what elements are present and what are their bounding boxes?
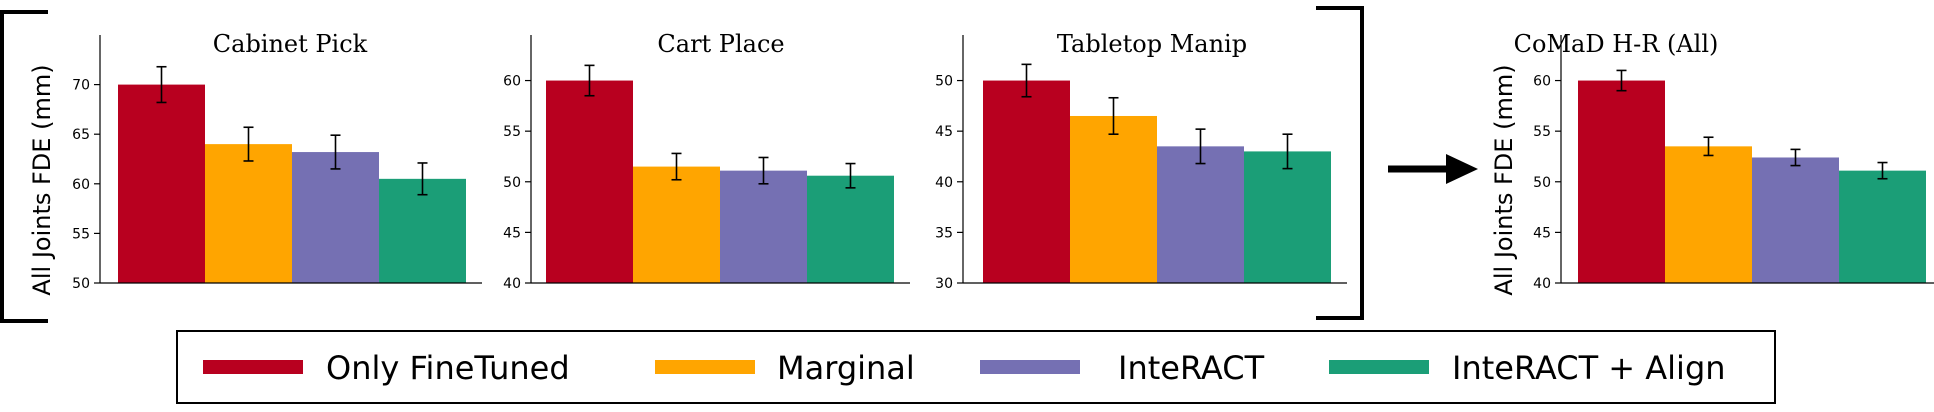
bar: [379, 178, 466, 283]
error-bar: [758, 156, 769, 185]
y-tick-label: 50: [935, 74, 953, 90]
panel-title: CoMaD H-R (All): [1514, 30, 1719, 58]
y-tick-label: 70: [72, 78, 90, 94]
y-tick-label: 40: [1533, 276, 1551, 292]
bar: [1578, 80, 1665, 283]
panel-cabinet-pick: Cabinet Pick 50 55 60 65 70: [72, 30, 482, 292]
bar: [292, 152, 379, 283]
y-tick-label: 60: [72, 177, 90, 193]
bar: [807, 175, 894, 283]
bar: [633, 166, 720, 283]
bar: [1665, 146, 1752, 283]
y-tick-label: 30: [935, 276, 953, 292]
panel-cart-place: Cart Place 40 45 50 55 60: [503, 30, 910, 292]
error-bar: [1021, 63, 1032, 98]
y-tick-label: 50: [1533, 175, 1551, 191]
y-axis-label: All Joints FDE (mm): [1490, 64, 1518, 295]
y-tick-label: 45: [935, 124, 953, 140]
bar: [983, 80, 1070, 283]
legend-swatch: [980, 360, 1080, 374]
y-tick-label: 45: [503, 225, 521, 241]
legend-swatch: [1329, 360, 1429, 374]
legend-item: Marginal: [655, 349, 915, 387]
y-tick-label: 50: [72, 276, 90, 292]
legend-swatch: [655, 360, 755, 374]
bar: [1839, 170, 1926, 283]
y-tick-label: 55: [503, 124, 521, 140]
y-tick-label: 45: [1533, 225, 1551, 241]
bar: [205, 144, 292, 283]
y-tick-label: 55: [1533, 124, 1551, 140]
bar: [720, 170, 807, 283]
panel-title: Cart Place: [657, 30, 784, 58]
y-tick-label: 55: [72, 226, 90, 242]
error-bar: [845, 162, 856, 189]
bar: [1157, 146, 1244, 283]
error-bar: [584, 64, 595, 97]
error-bar: [1282, 133, 1293, 170]
error-bar: [1195, 128, 1206, 165]
error-bar: [671, 152, 682, 181]
y-tick-label: 35: [935, 225, 953, 241]
error-bar: [156, 65, 167, 104]
left-bracket: [0, 10, 48, 323]
right-bracket: [1316, 6, 1364, 320]
panel-comad-hr-all: CoMaD H-R (All) 40 45 50 55 60: [1514, 30, 1934, 292]
error-bar: [1877, 161, 1888, 180]
legend-label: InteRACT: [1118, 349, 1265, 387]
bar: [1752, 157, 1839, 283]
y-tick-label: 40: [503, 276, 521, 292]
y-tick-label: 50: [503, 175, 521, 191]
error-bar: [1790, 148, 1801, 167]
error-bar: [1108, 96, 1119, 135]
panel-title: Tabletop Manip: [1057, 30, 1247, 58]
error-bar: [417, 162, 428, 196]
legend: Only FineTuned Marginal InteRACT InteRAC…: [176, 330, 1776, 404]
panel-title: Cabinet Pick: [213, 30, 368, 58]
error-bar: [1703, 136, 1714, 157]
legend-item: InteRACT + Align: [1329, 349, 1726, 387]
legend-item: InteRACT: [980, 349, 1265, 387]
legend-label: InteRACT + Align: [1452, 349, 1726, 387]
legend-label: Marginal: [777, 349, 915, 387]
bar: [546, 80, 633, 283]
legend-swatch: [203, 360, 303, 374]
panel-tabletop-manip: Tabletop Manip 30 35 40 45 50: [935, 30, 1347, 292]
legend-label: Only FineTuned: [326, 349, 570, 387]
legend-frame: [176, 330, 1776, 404]
y-tick-label: 60: [503, 74, 521, 90]
y-tick-label: 40: [935, 175, 953, 191]
bar: [1070, 115, 1157, 284]
y-tick-label: 60: [1533, 74, 1551, 90]
error-bar: [330, 134, 341, 170]
bar: [118, 84, 205, 283]
error-bar: [243, 126, 254, 162]
arrow-icon: [1388, 154, 1478, 184]
legend-item: Only FineTuned: [203, 349, 570, 387]
y-axis-label: All Joints FDE (mm): [28, 64, 56, 295]
y-tick-label: 65: [72, 127, 90, 143]
error-bar: [1616, 69, 1627, 92]
bar: [1244, 151, 1331, 283]
